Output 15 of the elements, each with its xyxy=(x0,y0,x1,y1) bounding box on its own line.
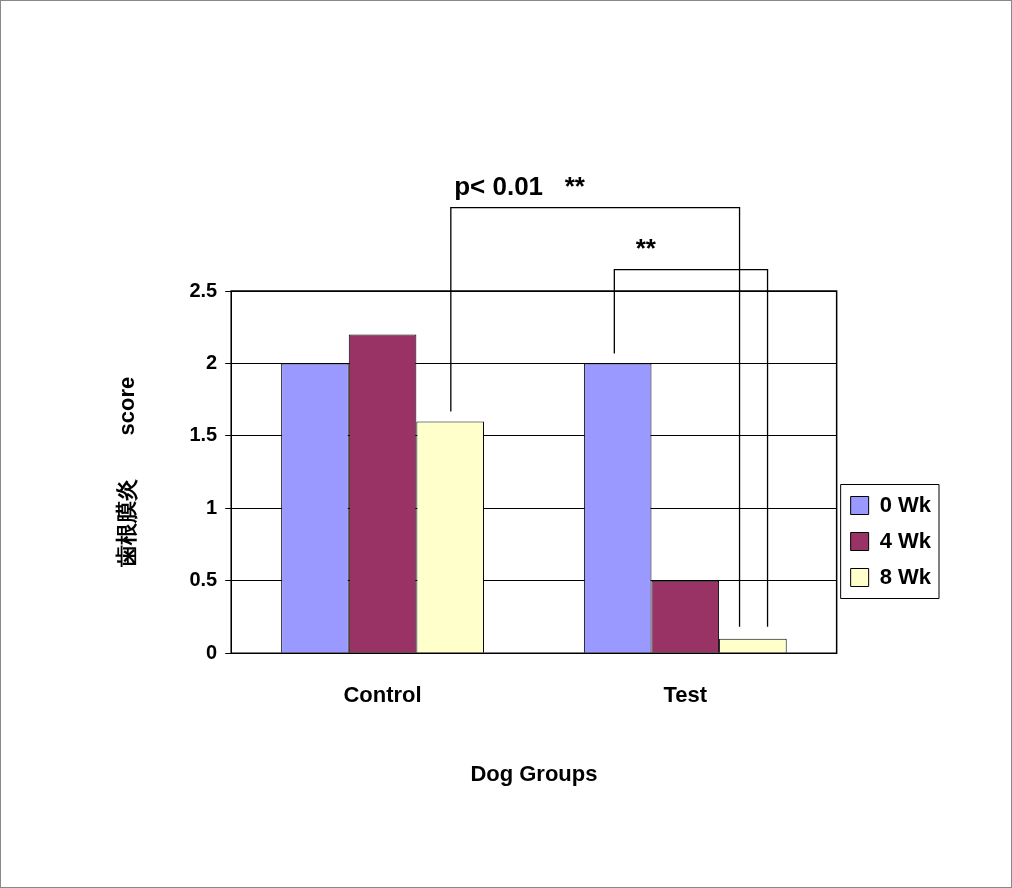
y-tick-label: 1.5 xyxy=(189,423,218,446)
y-tick-label: 0.5 xyxy=(189,568,218,591)
y-tick-label: 2.5 xyxy=(189,278,218,301)
legend-label: 0 Wk xyxy=(879,491,932,517)
x-axis-title: Dog Groups xyxy=(470,760,598,786)
legend-label: 8 Wk xyxy=(879,563,932,589)
y-axis-title: 歯根膜炎 score xyxy=(114,376,140,569)
x-tick-label: Test xyxy=(663,682,708,708)
x-tick-label: Control xyxy=(343,682,422,708)
y-tick-label: 0 xyxy=(206,640,218,663)
y-tick-label: 2 xyxy=(206,350,218,373)
legend-label: 4 Wk xyxy=(879,527,932,553)
text: p< 0.01 ** xyxy=(454,171,586,202)
y-tick-label: 1 xyxy=(206,495,218,518)
text: ** xyxy=(635,233,657,264)
